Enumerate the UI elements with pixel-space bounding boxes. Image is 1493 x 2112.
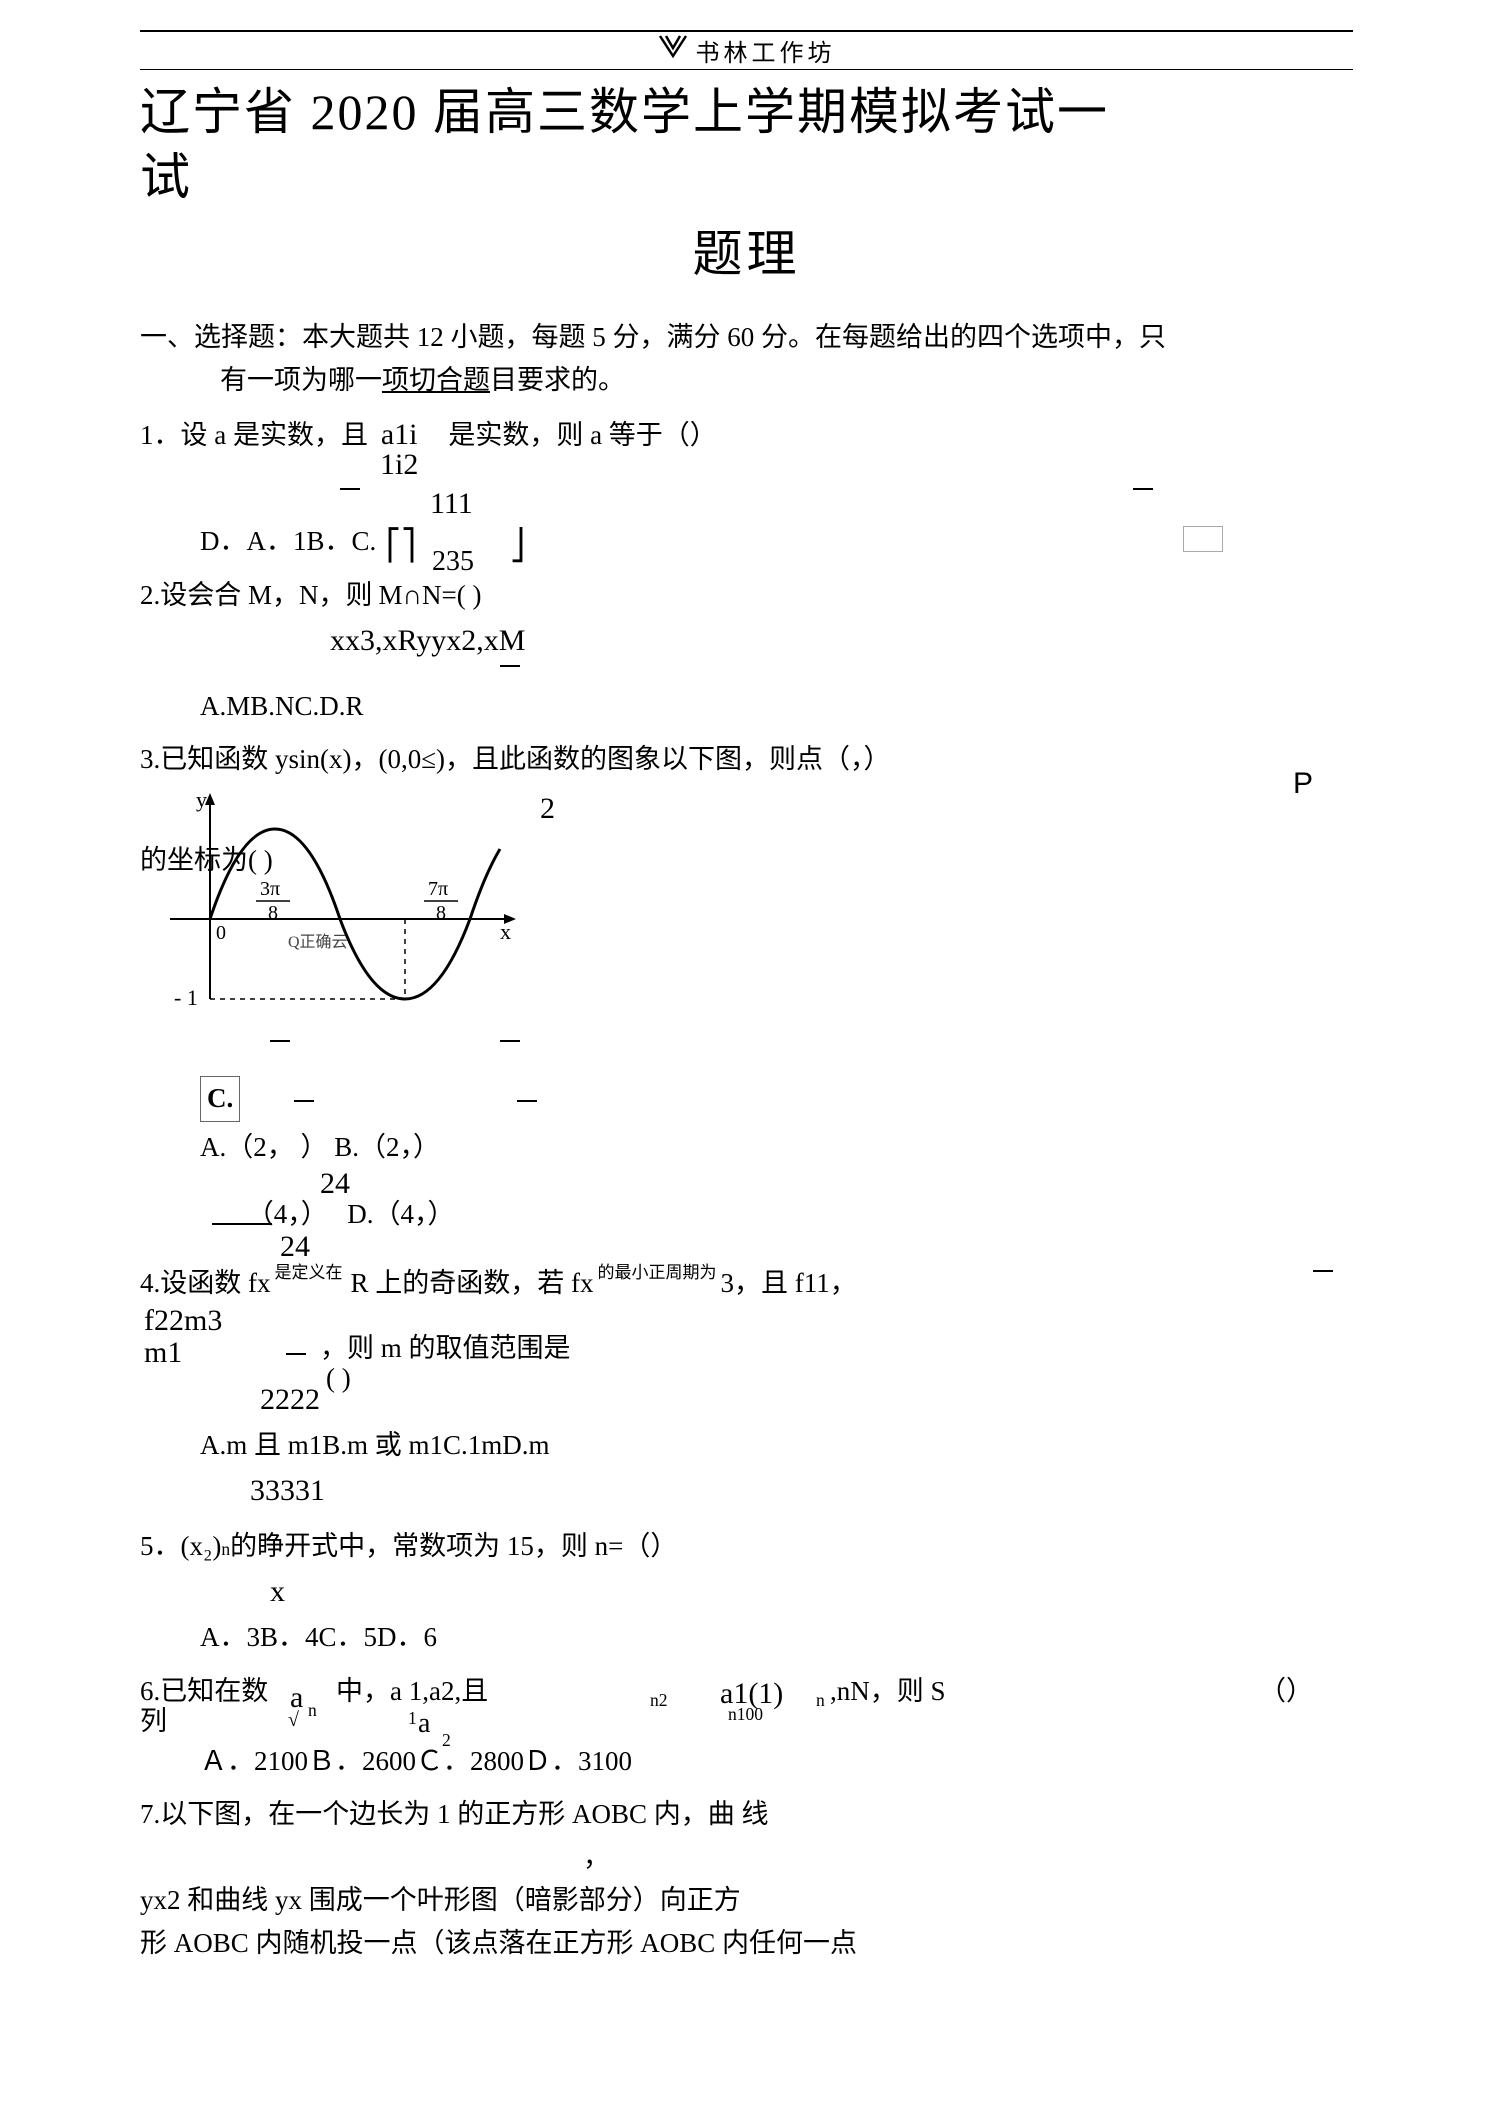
question-2: 2.设会合 M，N，则 M∩N= ( ) xx3,xRyyx2,xM A.MB.… [140, 574, 1353, 728]
question-1: 1．设 a 是实数，且 a1i 1i2 是实数，则 a 等于（） 111 D．A… [140, 414, 1353, 563]
q6-one: 1 [408, 1704, 417, 1732]
q6-two: 2 [442, 1726, 451, 1754]
q4-numerators: 2222 [140, 1376, 1353, 1424]
q6-tail: ,nN，则 S [830, 1670, 946, 1713]
q5-stem-b: 的睁开式中，常数项为 15，则 n=（） [230, 1525, 677, 1568]
intro-b-post: 目要求的。 [490, 365, 625, 395]
q1-stem-a: 1．设 a 是实数，且 [140, 414, 368, 457]
q4-paren: ( ) [326, 1357, 351, 1400]
q4-period-text: 的最小正周期为 [598, 1259, 717, 1286]
svg-text:7π: 7π [428, 878, 448, 900]
svg-text:8: 8 [268, 902, 278, 924]
intro-b-pre: 有一项为哪一 [220, 365, 382, 395]
axis-x-label: x [500, 919, 511, 944]
q4-stem-c: 3，且 f11， [721, 1262, 857, 1305]
q7-stem-b: yx2 和曲线 yx 围成一个叶形图（暗影部分）向正方 [140, 1879, 1353, 1922]
bracket-icon: ⎡⎤ [386, 522, 416, 570]
q5-sub-n: n [221, 1535, 230, 1563]
logo-icon [658, 34, 688, 68]
q3-stem-a: 3.已知函数 ysin(x)，(0,0≤)，且此函数的图象以下图，则点（，） [140, 738, 891, 781]
q1-fraction: a1i 1i2 [380, 420, 418, 480]
q2-paren: ( ) [457, 574, 482, 617]
q3-coord-label: 的坐标为( ) [140, 839, 273, 882]
q6-lie: 列 [140, 1700, 167, 1743]
box-icon [1183, 526, 1223, 552]
question-3: 3.已知函数 ysin(x)，(0,0≤)，且此函数的图象以下图，则点（，） P… [140, 738, 1353, 1236]
underline-icon [212, 1223, 272, 1225]
origin-label: 0 [216, 922, 226, 944]
q3-optA: A.（2， ） [200, 1132, 328, 1162]
intro-text-a: 一、选择题：本大题共 12 小题，每题 5 分，满分 60 分。在每题给出的四个… [140, 322, 1166, 352]
q2-set-expr: xx3,xRyyx2,xM [140, 617, 1353, 665]
q2-options: A.MB.NC.D.R [140, 685, 1353, 728]
q3-c-label: C. [200, 1076, 240, 1121]
q6-sub-n2: n [816, 1686, 825, 1714]
intro-text-b: 有一项为哪一项切合题目要求的。 [140, 359, 1353, 402]
bracket-icon: ⎦ [510, 522, 525, 570]
svg-text:- 1: - 1 [174, 985, 198, 1010]
brand-text: 书林工作坊 [696, 33, 836, 68]
svg-text:8: 8 [436, 902, 446, 924]
q1-frac-den: 1i2 [380, 448, 418, 481]
question-5: 5．(x₂)n 的睁开式中，常数项为 15，则 n=（） x A．3B．4C．5… [140, 1525, 1353, 1659]
brand-logo: 书林工作坊 [658, 33, 836, 68]
q4-frac-num: f22m3 [144, 1304, 222, 1337]
q6-n100: n100 [728, 1700, 763, 1728]
question-6: 6.已知在数 列 a n √ 中，a 1,a2,且 1 a 2 n2 a1(1)… [140, 1670, 1353, 1783]
q4-stem-a: 4.设函数 fx [140, 1262, 271, 1305]
q4-options: A.m 且 m1B.m 或 m1C.1mD.m [140, 1424, 1353, 1467]
q7-stem-c: 形 AOBC 内随机投一点（该点落在正方形 AOBC 内任何一点 [140, 1922, 1353, 1965]
q6-a: a [418, 1702, 430, 1747]
svg-text:Q正确云: Q正确云 [288, 933, 348, 951]
exam-title-line2: 试 [140, 145, 1353, 210]
q7-stem-a: 7.以下图，在一个边长为 1 的正方形 AOBC 内，曲 线 [140, 1793, 1353, 1836]
exam-subtitle: 题理 [140, 214, 1353, 286]
axis-y-label: y [196, 789, 207, 812]
section-1-intro: 一、选择题：本大题共 12 小题，每题 5 分，满分 60 分。在每题给出的四个… [140, 316, 1353, 402]
intro-b-underline: 项切合题 [382, 365, 490, 395]
q4-denominators: 33331 [140, 1467, 1353, 1515]
dash-icon [500, 1040, 520, 1042]
question-7: 7.以下图，在一个边长为 1 的正方形 AOBC 内，曲 线 ， yx2 和曲线… [140, 1793, 1353, 1966]
sqrt-icon: √ [288, 1704, 299, 1736]
dash-icon [294, 1100, 314, 1102]
q7-comma: ， [140, 1836, 1353, 1879]
exam-title-line1: 辽宁省 2020 届高三数学上学期模拟考试一 [140, 80, 1353, 145]
q4-stem-b: R 上的奇函数，若 fx [351, 1262, 594, 1305]
q6-sub-n: n [308, 1696, 317, 1724]
q4-def-text: 是定义在 [275, 1259, 343, 1286]
q4-fraction: f22m3 m1 [144, 1305, 222, 1368]
q6-n2a: n2 [650, 1686, 668, 1714]
q3-graph-area: 的坐标为( ) y x 0 3π [140, 789, 1353, 1032]
dash-icon [1133, 488, 1153, 490]
q4-frac-den: m1 [144, 1336, 182, 1369]
q1-frac-num: a1i [381, 418, 418, 451]
dash-icon [500, 665, 520, 667]
q5-x: x [140, 1568, 1353, 1616]
dash-icon [286, 1353, 306, 1355]
q6-paren: （） [1259, 1670, 1313, 1713]
dash-icon [340, 488, 360, 490]
q2-mn: M∩N= [379, 574, 457, 617]
q2-stem-a: 2.设会合 M，N，则 [140, 574, 373, 617]
dash-icon [517, 1100, 537, 1102]
q3-optD: D.（4，） [347, 1199, 454, 1229]
q1-options: D．A．1B．C. [200, 526, 376, 556]
header-bar: 书林工作坊 [140, 30, 1353, 70]
q3-optB: B.（2，） [334, 1132, 440, 1162]
sine-graph: y x 0 3π 8 7π 8 Q正确云 - 1 [160, 789, 530, 1019]
dash-icon [270, 1040, 290, 1042]
q5-options: A．3B．4C．5D．6 [140, 1616, 1353, 1659]
q1-stem-b: 是实数，则 a 等于（） [448, 414, 716, 457]
question-4: 4.设函数 fx 是定义在 R 上的奇函数，若 fx 的最小正周期为 3，且 f… [140, 1262, 1353, 1515]
q6-options: Ａ．2100Ｂ．2600Ｃ．2800Ｄ．3100 [140, 1740, 1353, 1783]
q4-stem-d: ，则 m 的取值范围是 [320, 1327, 571, 1370]
q5-stem-a: 5．(x₂) [140, 1525, 221, 1568]
dash-icon [1313, 1270, 1333, 1272]
